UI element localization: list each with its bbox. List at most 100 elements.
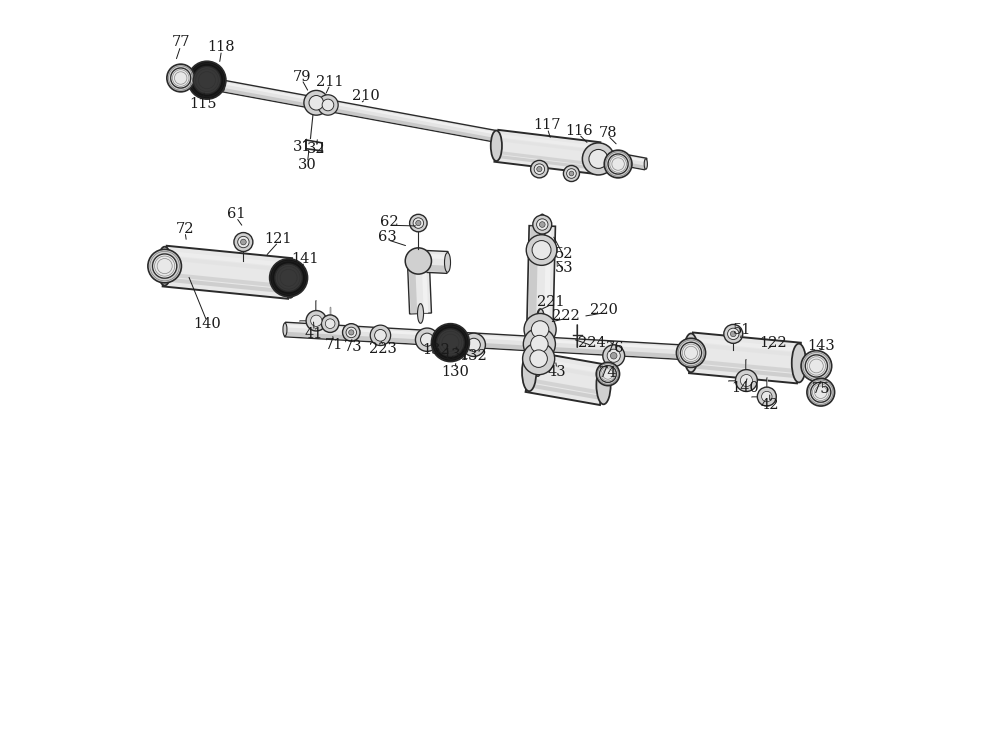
Polygon shape bbox=[495, 151, 598, 166]
Circle shape bbox=[188, 61, 226, 99]
Ellipse shape bbox=[596, 365, 611, 405]
Circle shape bbox=[537, 166, 542, 172]
Circle shape bbox=[193, 66, 221, 94]
Text: 30: 30 bbox=[298, 158, 317, 173]
Text: 76: 76 bbox=[606, 341, 624, 356]
Circle shape bbox=[607, 349, 620, 362]
Text: 222: 222 bbox=[552, 308, 579, 323]
Circle shape bbox=[740, 375, 752, 386]
Circle shape bbox=[523, 343, 555, 375]
Polygon shape bbox=[163, 246, 292, 299]
Text: 141: 141 bbox=[291, 252, 318, 266]
Text: 117: 117 bbox=[534, 118, 561, 133]
Circle shape bbox=[370, 325, 391, 346]
Text: 41: 41 bbox=[305, 327, 323, 341]
Circle shape bbox=[346, 327, 357, 338]
Circle shape bbox=[437, 329, 464, 356]
Polygon shape bbox=[422, 261, 428, 313]
Ellipse shape bbox=[539, 214, 546, 238]
Polygon shape bbox=[222, 80, 647, 170]
Text: 62: 62 bbox=[380, 215, 399, 230]
Ellipse shape bbox=[537, 309, 544, 332]
Circle shape bbox=[610, 353, 617, 359]
Circle shape bbox=[462, 333, 485, 356]
Circle shape bbox=[533, 215, 552, 234]
Text: 223: 223 bbox=[369, 342, 397, 356]
Circle shape bbox=[321, 315, 339, 332]
Polygon shape bbox=[531, 356, 606, 374]
Text: 73: 73 bbox=[343, 340, 362, 354]
Circle shape bbox=[421, 333, 434, 346]
Polygon shape bbox=[494, 130, 600, 174]
Circle shape bbox=[318, 95, 338, 115]
Text: 221: 221 bbox=[537, 295, 565, 309]
Polygon shape bbox=[526, 320, 537, 364]
Polygon shape bbox=[525, 320, 554, 365]
Text: 43: 43 bbox=[548, 364, 566, 379]
Circle shape bbox=[805, 355, 827, 377]
Ellipse shape bbox=[491, 130, 502, 161]
Text: 71: 71 bbox=[325, 338, 343, 352]
Polygon shape bbox=[416, 264, 447, 272]
Circle shape bbox=[604, 150, 632, 178]
Polygon shape bbox=[416, 254, 448, 260]
Text: 31: 31 bbox=[292, 140, 311, 155]
Text: 121: 121 bbox=[265, 232, 292, 246]
Circle shape bbox=[537, 219, 548, 230]
Circle shape bbox=[811, 382, 831, 402]
Text: 61: 61 bbox=[227, 207, 245, 222]
Polygon shape bbox=[416, 250, 448, 273]
Circle shape bbox=[676, 338, 706, 367]
Circle shape bbox=[413, 218, 424, 228]
Circle shape bbox=[526, 235, 557, 265]
Circle shape bbox=[569, 171, 574, 176]
Circle shape bbox=[343, 324, 360, 341]
Circle shape bbox=[375, 330, 386, 341]
Circle shape bbox=[238, 236, 249, 248]
Circle shape bbox=[171, 68, 191, 88]
Ellipse shape bbox=[768, 351, 772, 364]
Circle shape bbox=[431, 324, 469, 362]
Text: 140: 140 bbox=[193, 317, 221, 332]
Circle shape bbox=[730, 331, 736, 337]
Circle shape bbox=[148, 249, 181, 283]
Circle shape bbox=[534, 164, 545, 174]
Circle shape bbox=[539, 222, 545, 227]
Circle shape bbox=[532, 241, 551, 260]
Circle shape bbox=[523, 328, 555, 360]
Text: 130: 130 bbox=[441, 364, 469, 379]
Circle shape bbox=[270, 259, 308, 297]
Text: 224: 224 bbox=[578, 335, 606, 350]
Circle shape bbox=[325, 319, 335, 329]
Circle shape bbox=[582, 143, 614, 175]
Ellipse shape bbox=[158, 246, 172, 286]
Circle shape bbox=[563, 165, 579, 182]
Text: 77: 77 bbox=[171, 35, 190, 50]
Polygon shape bbox=[497, 134, 600, 149]
Circle shape bbox=[234, 233, 253, 252]
Text: 132: 132 bbox=[423, 343, 450, 357]
Text: 79: 79 bbox=[292, 69, 311, 84]
Text: 115: 115 bbox=[189, 96, 216, 111]
Polygon shape bbox=[690, 364, 798, 378]
Polygon shape bbox=[164, 272, 289, 289]
Polygon shape bbox=[165, 256, 291, 273]
Circle shape bbox=[608, 154, 628, 174]
Circle shape bbox=[322, 99, 334, 111]
Circle shape bbox=[153, 254, 177, 278]
Text: 75: 75 bbox=[812, 382, 830, 397]
Text: 116: 116 bbox=[565, 124, 593, 139]
Polygon shape bbox=[542, 321, 550, 365]
Circle shape bbox=[681, 343, 701, 363]
Circle shape bbox=[801, 351, 832, 381]
Polygon shape bbox=[497, 138, 599, 153]
Circle shape bbox=[241, 239, 246, 245]
Circle shape bbox=[724, 324, 743, 343]
Polygon shape bbox=[166, 251, 292, 268]
Ellipse shape bbox=[684, 333, 698, 373]
Polygon shape bbox=[527, 226, 555, 321]
Text: 131: 131 bbox=[442, 348, 470, 362]
Circle shape bbox=[167, 64, 195, 92]
Polygon shape bbox=[223, 82, 647, 163]
Ellipse shape bbox=[593, 143, 604, 174]
